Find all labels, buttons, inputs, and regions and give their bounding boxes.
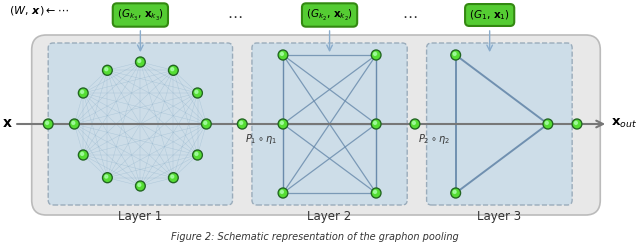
Circle shape <box>280 121 287 127</box>
Circle shape <box>204 122 207 124</box>
Circle shape <box>280 122 284 124</box>
Circle shape <box>374 190 376 193</box>
Circle shape <box>105 68 108 71</box>
Circle shape <box>372 189 380 197</box>
Circle shape <box>104 67 111 74</box>
FancyBboxPatch shape <box>427 43 572 205</box>
Circle shape <box>72 122 75 124</box>
Circle shape <box>573 121 580 127</box>
Circle shape <box>105 175 108 178</box>
Circle shape <box>137 183 144 189</box>
Circle shape <box>543 119 553 129</box>
Circle shape <box>194 89 201 97</box>
Circle shape <box>453 190 456 193</box>
Circle shape <box>412 121 419 127</box>
Circle shape <box>278 188 288 198</box>
Circle shape <box>545 122 548 124</box>
Circle shape <box>280 52 284 55</box>
Circle shape <box>280 189 287 197</box>
Circle shape <box>168 173 178 183</box>
Circle shape <box>102 65 112 75</box>
Circle shape <box>575 122 577 124</box>
Text: Layer 1: Layer 1 <box>118 210 163 223</box>
Circle shape <box>78 88 88 98</box>
Circle shape <box>374 122 376 124</box>
Text: $\mathbf{x}_{out}$: $\mathbf{x}_{out}$ <box>611 117 637 129</box>
Circle shape <box>171 175 173 178</box>
Text: $\cdots$: $\cdots$ <box>227 7 243 22</box>
Circle shape <box>104 174 111 181</box>
Circle shape <box>45 121 52 127</box>
Text: $(G_{k_3},\, \mathbf{x}_{k_3})$: $(G_{k_3},\, \mathbf{x}_{k_3})$ <box>117 7 164 22</box>
Circle shape <box>78 150 88 160</box>
Circle shape <box>193 88 202 98</box>
Circle shape <box>195 152 198 155</box>
Circle shape <box>239 121 246 127</box>
FancyBboxPatch shape <box>48 43 232 205</box>
Circle shape <box>170 174 177 181</box>
Circle shape <box>136 181 145 191</box>
Circle shape <box>452 51 459 59</box>
Circle shape <box>170 67 177 74</box>
Circle shape <box>374 52 376 55</box>
Circle shape <box>71 121 78 127</box>
Circle shape <box>203 121 210 127</box>
Circle shape <box>168 65 178 75</box>
Circle shape <box>545 121 552 127</box>
Circle shape <box>81 90 84 93</box>
Circle shape <box>451 188 461 198</box>
Circle shape <box>171 68 173 71</box>
Circle shape <box>80 151 87 159</box>
Circle shape <box>280 190 284 193</box>
Circle shape <box>371 119 381 129</box>
Text: $P_1 \circ \eta_1$: $P_1 \circ \eta_1$ <box>245 132 277 146</box>
Circle shape <box>102 173 112 183</box>
Text: Layer 2: Layer 2 <box>307 210 352 223</box>
Circle shape <box>193 150 202 160</box>
Circle shape <box>136 57 145 67</box>
FancyBboxPatch shape <box>32 35 600 215</box>
Text: $(W,\, \boldsymbol{x}) \leftarrow \cdots$: $(W,\, \boldsymbol{x}) \leftarrow \cdots… <box>10 3 69 16</box>
Circle shape <box>451 50 461 60</box>
Circle shape <box>138 60 141 62</box>
Text: $\cdots$: $\cdots$ <box>402 7 417 22</box>
Text: Layer 3: Layer 3 <box>477 210 522 223</box>
Circle shape <box>80 89 87 97</box>
Text: $P_2 \circ \eta_2$: $P_2 \circ \eta_2$ <box>418 132 450 146</box>
Circle shape <box>237 119 247 129</box>
Circle shape <box>194 151 201 159</box>
Circle shape <box>240 122 243 124</box>
Circle shape <box>371 50 381 60</box>
Circle shape <box>138 184 141 187</box>
Circle shape <box>452 189 459 197</box>
Circle shape <box>572 119 582 129</box>
Circle shape <box>372 51 380 59</box>
Circle shape <box>453 52 456 55</box>
Circle shape <box>412 122 415 124</box>
Circle shape <box>280 51 287 59</box>
Text: $(G_{k_2},\, \mathbf{x}_{k_2})$: $(G_{k_2},\, \mathbf{x}_{k_2})$ <box>306 7 353 22</box>
Circle shape <box>410 119 420 129</box>
Circle shape <box>81 152 84 155</box>
Circle shape <box>371 188 381 198</box>
Text: $\mathbf{x}$: $\mathbf{x}$ <box>1 116 12 130</box>
Circle shape <box>202 119 211 129</box>
Text: Figure 2: Schematic representation of the graphon pooling: Figure 2: Schematic representation of th… <box>171 232 459 242</box>
Text: $(G_1,\, \mathbf{x}_1)$: $(G_1,\, \mathbf{x}_1)$ <box>469 8 510 22</box>
Circle shape <box>45 122 49 124</box>
Circle shape <box>372 121 380 127</box>
Circle shape <box>44 119 53 129</box>
FancyBboxPatch shape <box>252 43 407 205</box>
Circle shape <box>278 119 288 129</box>
Circle shape <box>70 119 79 129</box>
Circle shape <box>195 90 198 93</box>
Circle shape <box>278 50 288 60</box>
Circle shape <box>137 59 144 65</box>
